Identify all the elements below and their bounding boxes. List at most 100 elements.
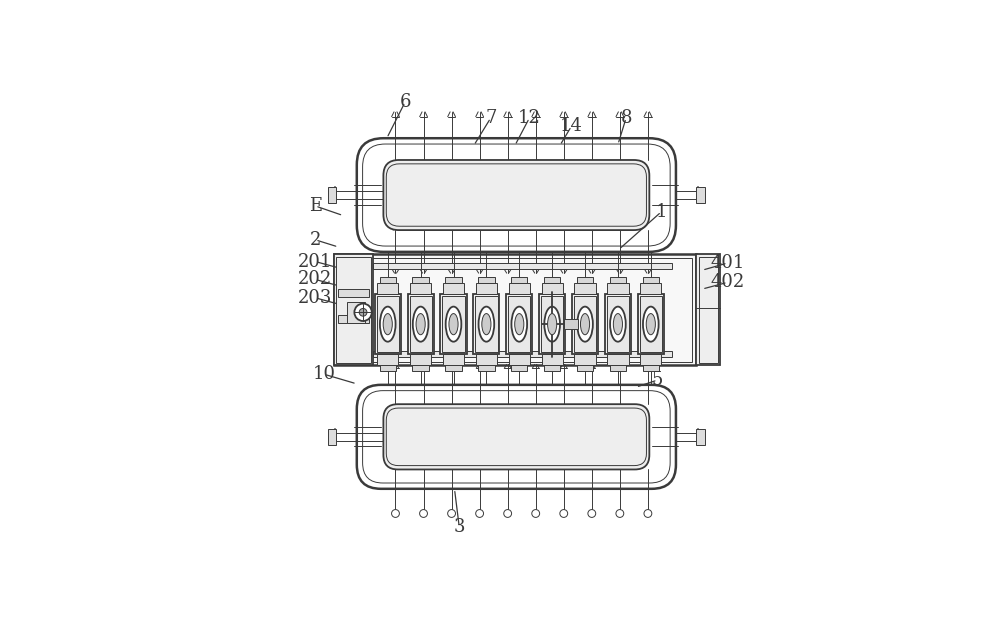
Ellipse shape xyxy=(446,306,461,342)
Bar xyxy=(377,296,399,352)
Text: 1: 1 xyxy=(656,203,667,220)
Bar xyxy=(440,294,467,354)
Bar xyxy=(542,354,563,365)
Bar xyxy=(574,283,596,294)
Circle shape xyxy=(354,303,372,321)
Bar xyxy=(475,296,498,352)
Circle shape xyxy=(359,308,367,316)
Bar xyxy=(410,296,432,352)
Bar xyxy=(412,277,429,283)
Bar xyxy=(443,354,464,365)
Ellipse shape xyxy=(610,306,626,342)
Bar xyxy=(410,354,431,365)
Bar xyxy=(373,263,672,269)
Bar xyxy=(336,257,371,363)
Bar xyxy=(478,365,495,371)
FancyBboxPatch shape xyxy=(357,138,676,252)
Text: 6: 6 xyxy=(399,93,411,111)
Bar xyxy=(577,365,593,371)
Bar xyxy=(473,294,499,354)
Bar xyxy=(638,294,664,354)
Bar xyxy=(640,283,661,294)
Bar xyxy=(572,294,598,354)
Ellipse shape xyxy=(643,306,659,342)
Text: 5: 5 xyxy=(652,371,663,389)
Text: 2: 2 xyxy=(310,230,321,249)
Ellipse shape xyxy=(548,313,557,335)
Bar xyxy=(511,277,527,283)
Ellipse shape xyxy=(580,313,590,335)
Bar xyxy=(412,365,429,371)
Bar xyxy=(373,351,672,357)
Bar xyxy=(699,257,718,363)
Bar xyxy=(564,319,578,329)
FancyBboxPatch shape xyxy=(383,404,649,470)
Bar xyxy=(377,354,398,365)
Bar xyxy=(640,354,661,365)
Text: 202: 202 xyxy=(298,271,332,288)
Bar xyxy=(696,187,705,203)
Ellipse shape xyxy=(613,313,622,335)
Circle shape xyxy=(476,509,484,517)
Bar xyxy=(334,254,373,365)
Text: 201: 201 xyxy=(298,252,332,271)
Bar xyxy=(443,283,464,294)
Ellipse shape xyxy=(544,306,560,342)
Bar xyxy=(377,283,398,294)
Circle shape xyxy=(644,509,652,517)
Bar xyxy=(478,277,495,283)
Bar xyxy=(544,365,560,371)
Circle shape xyxy=(560,509,568,517)
Text: E: E xyxy=(309,197,322,215)
Ellipse shape xyxy=(479,306,494,342)
Text: 402: 402 xyxy=(711,273,745,291)
Ellipse shape xyxy=(646,313,655,335)
Bar xyxy=(511,365,527,371)
Bar xyxy=(476,283,497,294)
Ellipse shape xyxy=(383,313,392,335)
Bar xyxy=(509,354,530,365)
Bar xyxy=(328,429,336,445)
Ellipse shape xyxy=(482,313,491,335)
Bar xyxy=(408,294,434,354)
Bar xyxy=(380,365,396,371)
Ellipse shape xyxy=(413,306,428,342)
Bar xyxy=(328,187,336,203)
Text: 7: 7 xyxy=(485,109,496,127)
Circle shape xyxy=(588,509,596,517)
Bar xyxy=(574,354,596,365)
Circle shape xyxy=(420,509,427,517)
Text: 10: 10 xyxy=(312,365,335,383)
Text: 8: 8 xyxy=(620,109,632,127)
Bar xyxy=(541,296,563,352)
Bar xyxy=(338,315,369,323)
Circle shape xyxy=(392,509,399,517)
Bar xyxy=(476,354,497,365)
Circle shape xyxy=(448,509,455,517)
Bar xyxy=(375,294,401,354)
Bar xyxy=(347,301,365,323)
Bar xyxy=(640,296,662,352)
Text: 3: 3 xyxy=(454,519,465,536)
Bar xyxy=(410,283,431,294)
Circle shape xyxy=(616,509,624,517)
Ellipse shape xyxy=(416,313,425,335)
Bar xyxy=(380,277,396,283)
Bar xyxy=(574,296,596,352)
Bar xyxy=(544,277,560,283)
Bar xyxy=(506,294,532,354)
Bar xyxy=(605,294,631,354)
Text: 401: 401 xyxy=(710,254,745,272)
Ellipse shape xyxy=(511,306,527,342)
Bar xyxy=(607,296,629,352)
Bar xyxy=(643,365,659,371)
Text: 14: 14 xyxy=(560,117,583,135)
Bar xyxy=(445,277,462,283)
Bar xyxy=(610,277,626,283)
Bar xyxy=(696,254,720,365)
Bar xyxy=(334,254,696,365)
Bar xyxy=(542,283,563,294)
Bar xyxy=(607,283,629,294)
Circle shape xyxy=(504,509,512,517)
Ellipse shape xyxy=(577,306,593,342)
